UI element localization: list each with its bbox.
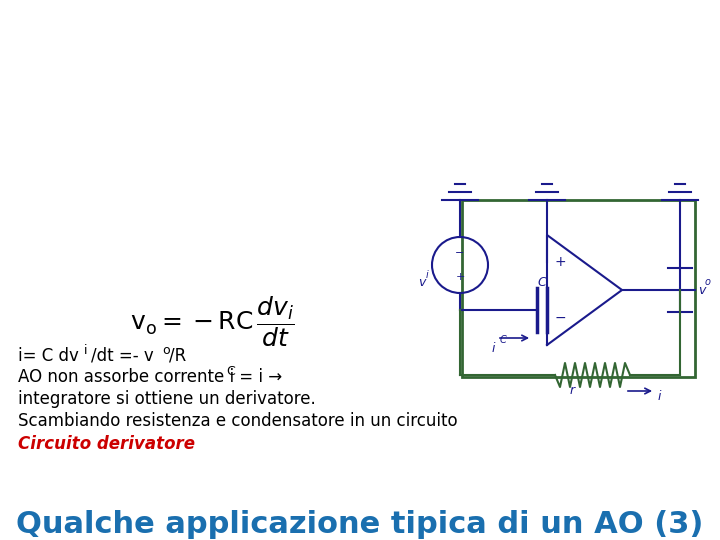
Bar bbox=[462, 200, 695, 377]
Text: o: o bbox=[705, 277, 711, 287]
Text: −: − bbox=[455, 248, 464, 258]
Text: v: v bbox=[698, 284, 706, 296]
Text: i: i bbox=[492, 341, 495, 354]
Text: +: + bbox=[555, 255, 567, 269]
Text: o: o bbox=[162, 344, 170, 357]
Text: AO non assorbe corrente i: AO non assorbe corrente i bbox=[18, 368, 234, 386]
Text: i: i bbox=[658, 390, 662, 403]
Text: v: v bbox=[418, 276, 426, 289]
Text: i: i bbox=[426, 270, 428, 280]
Text: r: r bbox=[570, 384, 575, 397]
Text: Circuito derivatore: Circuito derivatore bbox=[18, 435, 195, 453]
Text: integratore si ottiene un derivatore.: integratore si ottiene un derivatore. bbox=[18, 390, 316, 408]
Text: C: C bbox=[226, 365, 235, 378]
Text: /R: /R bbox=[169, 347, 186, 365]
Text: −: − bbox=[555, 311, 567, 325]
Text: +: + bbox=[455, 272, 464, 282]
Text: i: i bbox=[84, 344, 88, 357]
Text: $\mathrm{v_o} = -\mathrm{RC}\,\dfrac{dv_i}{dt}$: $\mathrm{v_o} = -\mathrm{RC}\,\dfrac{dv_… bbox=[130, 295, 295, 349]
Text: C: C bbox=[500, 335, 507, 345]
Text: = i →: = i → bbox=[234, 368, 282, 386]
Text: Qualche applicazione tipica di un AO (3): Qualche applicazione tipica di un AO (3) bbox=[17, 510, 703, 539]
Text: /dt =- v: /dt =- v bbox=[91, 347, 154, 365]
Text: C: C bbox=[538, 276, 546, 289]
Text: Scambiando resistenza e condensatore in un circuito: Scambiando resistenza e condensatore in … bbox=[18, 412, 458, 430]
Text: i= C dv: i= C dv bbox=[18, 347, 79, 365]
